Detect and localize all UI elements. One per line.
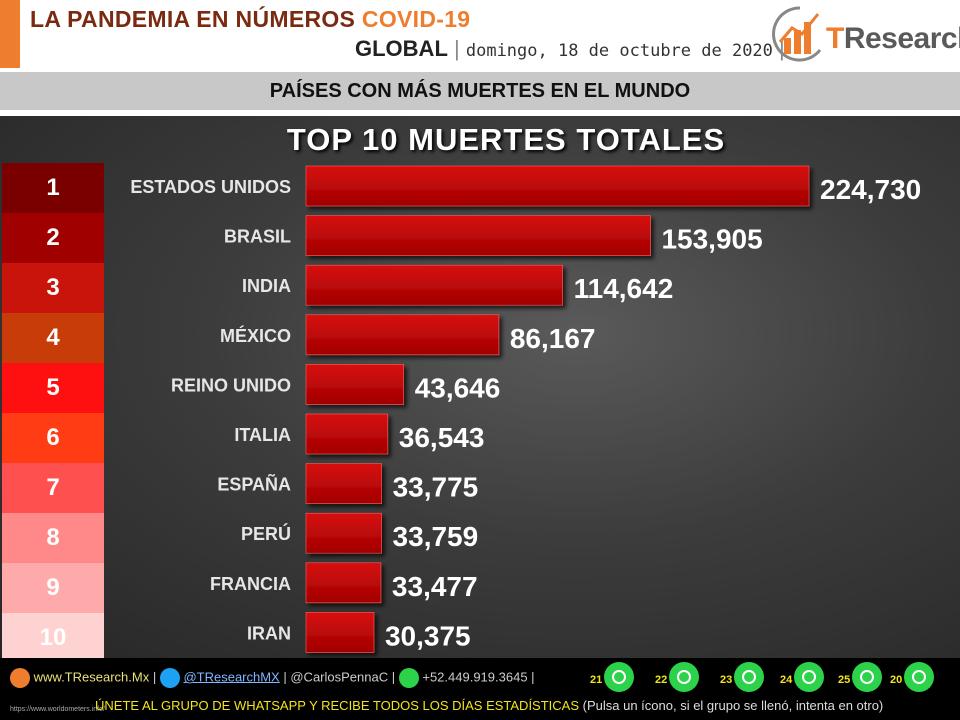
whatsapp-icon <box>734 662 764 692</box>
phone-number: +52.449.919.3645 <box>422 669 528 685</box>
footer-contacts: www.TResearch.Mx | @TResearchMX | @Carlo… <box>10 668 535 688</box>
whatsapp-group-number: 21 <box>590 674 603 686</box>
whatsapp-group-number: 23 <box>720 674 733 686</box>
twitter-link-2[interactable]: @CarlosPennaC <box>290 669 389 685</box>
whatsapp-group-number: 20 <box>890 674 903 686</box>
footer: www.TResearch.Mx | @TResearchMX | @Carlo… <box>0 658 960 720</box>
cta-note: (Pulsa un ícono, si el grupo se llenó, i… <box>582 698 884 713</box>
date-label: domingo, 18 de octubre de 2020 <box>465 41 773 61</box>
logo-chart-icon <box>772 6 822 62</box>
date-line: GLOBAL | domingo, 18 de octubre de 2020 … <box>355 36 785 61</box>
rank-cell: 6 <box>2 413 104 463</box>
website-link[interactable]: www.TResearch.Mx <box>33 669 150 685</box>
logo-research: Research <box>843 22 960 55</box>
chart-title: TOP 10 MUERTES TOTALES <box>286 122 726 157</box>
whatsapp-icon <box>904 662 934 692</box>
whatsapp-icon <box>852 662 882 692</box>
header: LA PANDEMIA EN NÚMEROS COVID-19 GLOBAL |… <box>0 0 960 68</box>
subtitle: PAÍSES CON MÁS MUERTES EN EL MUNDO <box>269 80 691 102</box>
rank-cell: 7 <box>2 463 104 513</box>
cta-text: ÚNETE AL GRUPO DE WHATSAPP Y RECIBE TODO… <box>95 698 580 713</box>
chart-panel <box>0 116 960 658</box>
subtitle-bar: PAÍSES CON MÁS MUERTES EN EL MUNDO <box>0 72 960 110</box>
title-accent: COVID-19 <box>361 6 471 32</box>
title-main: LA PANDEMIA EN NÚMEROS <box>30 6 356 32</box>
rank-cell: 3 <box>2 263 104 313</box>
whatsapp-icon <box>604 662 634 692</box>
footer-cta: ÚNETE AL GRUPO DE WHATSAPP Y RECIBE TODO… <box>95 698 883 713</box>
rank-cell: 2 <box>2 213 104 263</box>
whatsapp-group-number: 25 <box>838 674 851 686</box>
logo-t: T <box>826 22 844 55</box>
rank-cell: 10 <box>2 613 104 663</box>
rank-column: 1 2 3 4 5 6 7 8 9 10 <box>2 163 104 663</box>
scope-label: GLOBAL <box>355 36 448 61</box>
tresearch-logo[interactable]: TResearch <box>770 2 960 64</box>
whatsapp-icon <box>669 662 699 692</box>
twitter-icon <box>159 668 180 688</box>
globe-icon <box>10 668 30 688</box>
rank-cell: 5 <box>2 363 104 413</box>
source-link[interactable]: https://www.worldometers.info/ <box>10 706 105 713</box>
twitter-link[interactable]: @TResearchMX <box>183 669 280 685</box>
rank-cell: 8 <box>2 513 104 563</box>
whatsapp-group-number: 24 <box>780 674 793 686</box>
whatsapp-group-number: 22 <box>655 674 668 686</box>
accent-strip <box>0 0 20 68</box>
rank-cell: 9 <box>2 563 104 613</box>
phone-icon <box>398 668 419 688</box>
whatsapp-icon <box>794 662 824 692</box>
rank-cell: 4 <box>2 313 104 363</box>
page-title: LA PANDEMIA EN NÚMEROS COVID-19 <box>30 6 470 33</box>
rank-cell: 1 <box>2 163 104 213</box>
